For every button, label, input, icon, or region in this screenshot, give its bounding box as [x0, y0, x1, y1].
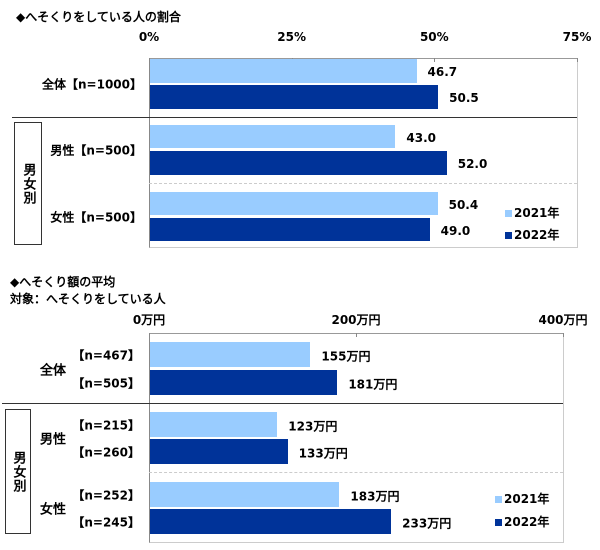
category-label: 全体 [40, 363, 67, 378]
x-tick-mark [149, 333, 150, 337]
data-label: 43.0 [406, 130, 436, 145]
legend-label: 2021年 [504, 492, 550, 506]
legend-swatch [495, 519, 502, 526]
legend-label: 2022年 [514, 228, 560, 242]
group-separator [2, 403, 563, 404]
bar-2021 [150, 412, 278, 437]
sample-size-label: 【n=252】 [72, 488, 140, 502]
bar-2021 [150, 59, 417, 83]
bar-2021 [150, 125, 396, 148]
legend-item: 2021年 [495, 490, 549, 507]
chart2-title: ◆へそくり額の平均 [10, 275, 116, 289]
bar-2022 [150, 439, 288, 464]
category-label: 女性 [40, 502, 67, 518]
x-tick-label: 0万円 [132, 313, 166, 327]
data-label: 52.0 [457, 157, 488, 171]
data-label: 50.5 [449, 91, 479, 105]
data-label: 181万円 [348, 377, 398, 391]
x-tick-label: 75% [562, 30, 592, 44]
legend-item: 2022年 [495, 513, 549, 530]
data-label: 50.4 [448, 197, 479, 212]
bar-2022 [150, 85, 439, 109]
data-label: 183万円 [350, 489, 400, 503]
x-tick-mark [434, 58, 436, 62]
group-separator [149, 472, 563, 473]
legend-swatch [505, 210, 512, 217]
legend-swatch [495, 496, 502, 503]
legend-item: 2021年 [505, 204, 559, 221]
bar-2022 [150, 509, 392, 534]
sample-size-label: 【n=215】 [72, 418, 140, 432]
category-label: 男性 [40, 432, 67, 448]
category-label: 女性【n=500】 [50, 210, 142, 224]
x-tick-mark [356, 333, 357, 337]
data-label: 123万円 [288, 419, 338, 433]
group-separator [149, 183, 577, 184]
bar-2022 [150, 218, 430, 241]
bar-2021 [150, 482, 340, 507]
group-label-gender: 男女別 [5, 409, 31, 534]
group-label-gender: 男女別 [14, 122, 42, 245]
legend-label: 2022年 [504, 515, 550, 529]
sample-size-label: 【n=245】 [72, 515, 140, 529]
legend-swatch [505, 232, 512, 239]
x-tick-mark [577, 58, 578, 62]
category-label: 男性【n=500】 [50, 143, 142, 158]
bar-2022 [150, 151, 447, 175]
chart1-plot-area [149, 58, 578, 248]
legend-label: 2021年 [514, 206, 560, 220]
group-separator [12, 117, 577, 118]
legend-item: 2022年 [505, 226, 559, 243]
chart2-subtitle: 対象：へそくりをしている人 [10, 292, 166, 306]
bar-2021 [150, 192, 438, 215]
data-label: 133万円 [298, 446, 348, 460]
chart1-title: ◆へそくりをしている人の割合 [16, 10, 181, 24]
sample-size-label: 【n=505】 [72, 376, 140, 390]
x-tick-mark [563, 333, 564, 337]
data-label: 46.7 [427, 65, 458, 79]
x-tick-label: 25% [277, 30, 307, 44]
x-tick-label: 0% [138, 30, 160, 44]
data-label: 49.0 [440, 223, 471, 238]
sample-size-label: 【n=467】 [72, 348, 140, 362]
category-label: 全体【n=1000】 [42, 77, 142, 92]
x-tick-label: 400万円 [538, 313, 588, 327]
data-label: 155万円 [321, 349, 371, 363]
x-tick-label: 200万円 [331, 313, 381, 327]
x-tick-mark [149, 58, 150, 62]
bar-2022 [150, 370, 338, 395]
data-label: 233万円 [402, 516, 452, 530]
sample-size-label: 【n=260】 [72, 445, 140, 459]
bar-2021 [150, 342, 311, 367]
x-tick-label: 50% [419, 30, 449, 44]
